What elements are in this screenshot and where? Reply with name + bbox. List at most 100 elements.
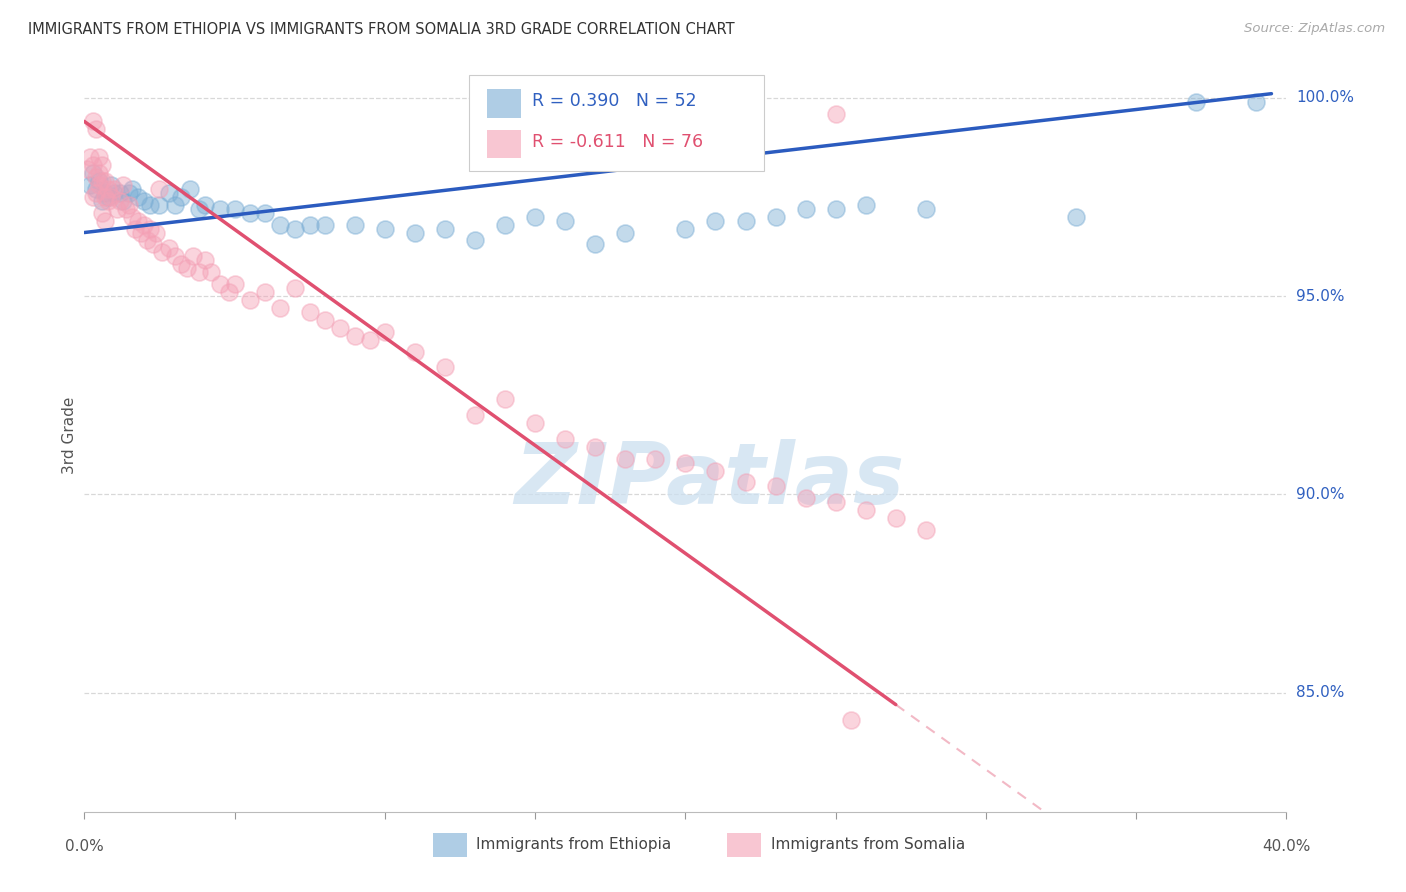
Text: Source: ZipAtlas.com: Source: ZipAtlas.com bbox=[1244, 22, 1385, 36]
Point bbox=[112, 178, 135, 192]
Point bbox=[794, 202, 817, 216]
Point bbox=[97, 182, 120, 196]
Point bbox=[359, 333, 381, 347]
Point bbox=[157, 241, 180, 255]
Point bbox=[1064, 210, 1087, 224]
Text: Immigrants from Ethiopia: Immigrants from Ethiopia bbox=[477, 837, 672, 852]
Point bbox=[94, 174, 117, 188]
Point bbox=[94, 186, 117, 200]
Point bbox=[157, 186, 180, 200]
Point bbox=[314, 313, 336, 327]
Text: 90.0%: 90.0% bbox=[1296, 487, 1344, 502]
Point bbox=[253, 285, 276, 299]
Point bbox=[82, 114, 104, 128]
Point bbox=[121, 210, 143, 224]
FancyBboxPatch shape bbox=[433, 833, 467, 857]
Point bbox=[100, 178, 122, 192]
Point bbox=[124, 221, 146, 235]
Point bbox=[103, 186, 125, 200]
Point bbox=[824, 495, 846, 509]
Point bbox=[97, 190, 120, 204]
Point bbox=[224, 202, 246, 216]
Point bbox=[91, 205, 114, 219]
Point bbox=[839, 714, 862, 728]
FancyBboxPatch shape bbox=[486, 130, 520, 159]
Point bbox=[169, 190, 191, 204]
Point bbox=[675, 456, 697, 470]
Point bbox=[464, 234, 486, 248]
Point bbox=[86, 186, 108, 200]
Text: 100.0%: 100.0% bbox=[1296, 90, 1354, 105]
Point bbox=[614, 226, 637, 240]
Point bbox=[91, 194, 114, 208]
Point bbox=[115, 202, 138, 216]
Point bbox=[704, 213, 727, 227]
Point bbox=[404, 344, 426, 359]
Point bbox=[298, 305, 321, 319]
Point bbox=[284, 221, 307, 235]
Text: ZIPatlas: ZIPatlas bbox=[515, 439, 904, 522]
Point bbox=[704, 464, 727, 478]
Point bbox=[110, 194, 132, 208]
Point bbox=[554, 213, 576, 227]
Y-axis label: 3rd Grade: 3rd Grade bbox=[62, 396, 77, 474]
Point bbox=[127, 190, 149, 204]
Point bbox=[181, 249, 204, 263]
Point bbox=[134, 218, 156, 232]
FancyBboxPatch shape bbox=[727, 833, 761, 857]
Point bbox=[824, 202, 846, 216]
Point bbox=[82, 190, 104, 204]
Point bbox=[134, 194, 156, 208]
Point bbox=[187, 202, 209, 216]
Point bbox=[794, 491, 817, 506]
Point bbox=[79, 178, 101, 192]
Point bbox=[915, 202, 938, 216]
Point bbox=[208, 202, 231, 216]
Point bbox=[884, 511, 907, 525]
Point bbox=[148, 198, 170, 212]
Point bbox=[284, 281, 307, 295]
Point bbox=[269, 301, 291, 315]
Point bbox=[112, 194, 135, 208]
Point bbox=[374, 325, 396, 339]
Point bbox=[494, 392, 516, 406]
Point bbox=[239, 205, 262, 219]
Point bbox=[89, 178, 111, 192]
Point bbox=[86, 122, 108, 136]
Point bbox=[404, 226, 426, 240]
Text: 95.0%: 95.0% bbox=[1296, 288, 1344, 303]
Point bbox=[329, 320, 352, 334]
Point bbox=[554, 432, 576, 446]
Point bbox=[434, 221, 457, 235]
Point bbox=[194, 198, 217, 212]
Point bbox=[118, 198, 141, 212]
Point bbox=[524, 210, 547, 224]
Point bbox=[524, 416, 547, 430]
Point bbox=[194, 253, 217, 268]
Point bbox=[208, 277, 231, 291]
Text: 40.0%: 40.0% bbox=[1263, 839, 1310, 855]
Point bbox=[218, 285, 240, 299]
Point bbox=[298, 218, 321, 232]
Point bbox=[139, 198, 162, 212]
Point bbox=[163, 198, 186, 212]
Point bbox=[94, 190, 117, 204]
Point bbox=[855, 503, 877, 517]
Point bbox=[97, 194, 120, 208]
Point bbox=[127, 213, 149, 227]
Point bbox=[583, 440, 606, 454]
Point bbox=[82, 158, 104, 172]
Point bbox=[374, 221, 396, 235]
Point bbox=[239, 293, 262, 307]
Point bbox=[200, 265, 222, 279]
Point bbox=[142, 237, 165, 252]
Text: R = 0.390   N = 52: R = 0.390 N = 52 bbox=[531, 92, 696, 110]
Point bbox=[86, 169, 108, 184]
Point bbox=[734, 475, 756, 490]
Point bbox=[121, 182, 143, 196]
Point bbox=[82, 166, 104, 180]
Point bbox=[79, 150, 101, 164]
Text: 85.0%: 85.0% bbox=[1296, 685, 1344, 700]
Point bbox=[765, 479, 787, 493]
Point bbox=[187, 265, 209, 279]
